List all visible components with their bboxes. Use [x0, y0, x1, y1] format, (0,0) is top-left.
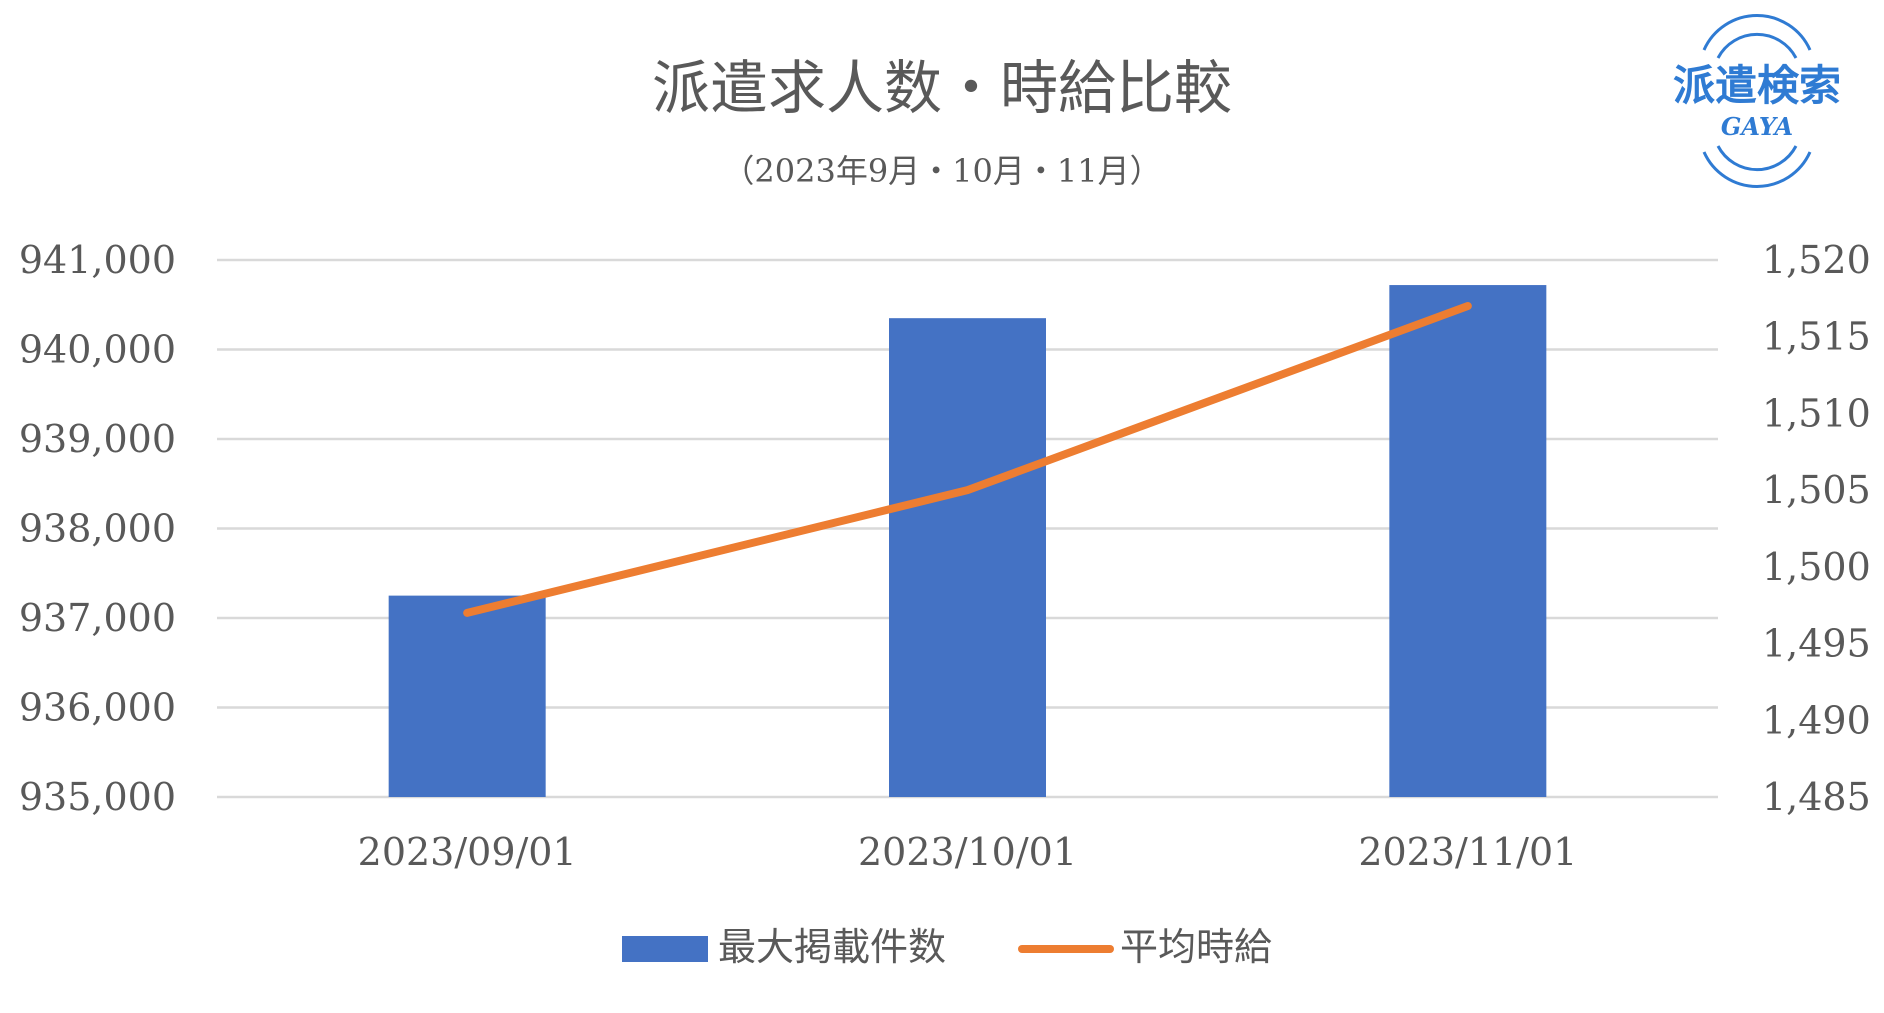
right-tick-label: 1,510: [1762, 391, 1871, 435]
chart-title: 派遣求人数・時給比較: [652, 54, 1232, 122]
right-tick-label: 1,505: [1762, 468, 1871, 512]
left-tick-label: 936,000: [19, 686, 176, 730]
gaya-logo: 派遣検索 GAYA: [1673, 14, 1841, 188]
right-tick-label: 1,500: [1762, 545, 1871, 589]
left-tick-label: 935,000: [19, 775, 176, 819]
logo-text-top: 派遣検索: [1673, 61, 1841, 110]
legend-label-line: 平均時給: [1120, 925, 1272, 969]
logo-arc-top: [1702, 14, 1812, 51]
right-tick-label: 1,495: [1762, 622, 1871, 666]
right-tick-label: 1,520: [1762, 238, 1871, 282]
legend-label-bar: 最大掲載件数: [718, 925, 946, 969]
logo-arc-top-inner: [1716, 32, 1798, 59]
line-series-path: [463, 302, 1472, 617]
bar: [889, 318, 1046, 797]
chart-subtitle: （2023年9月・10月・11月）: [722, 152, 1161, 190]
bars: [388, 285, 1547, 797]
right-axis-ticks: 1,485 1,490 1,495 1,500 1,505 1,510 1,515 1,520: [1762, 238, 1871, 819]
left-tick-label: 941,000: [19, 238, 176, 282]
x-tick-label: 2023/11/01: [1358, 830, 1577, 874]
right-tick-label: 1,515: [1762, 315, 1871, 359]
logo-arc-bottom-inner: [1716, 145, 1798, 172]
right-tick-label: 1,485: [1762, 775, 1871, 819]
left-tick-label: 938,000: [19, 507, 176, 551]
x-tick-label: 2023/09/01: [358, 830, 577, 874]
logo-arc-bottom: [1702, 151, 1812, 188]
left-tick-label: 939,000: [19, 417, 176, 461]
bar: [388, 595, 546, 797]
line-series: [463, 302, 1472, 617]
x-axis-ticks: 2023/09/01 2023/10/01 2023/11/01: [358, 830, 1578, 874]
left-axis-ticks: 935,000 936,000 937,000 938,000 939,000 940,0…: [19, 238, 176, 819]
bar: [1389, 285, 1547, 797]
legend: 最大掲載件数 平均時給: [622, 925, 1272, 969]
right-tick-label: 1,490: [1762, 698, 1871, 742]
left-tick-label: 940,000: [19, 328, 176, 372]
left-tick-label: 937,000: [19, 596, 176, 640]
legend-swatch-bar: [622, 936, 708, 962]
logo-text-bottom: GAYA: [1721, 112, 1793, 141]
x-tick-label: 2023/10/01: [858, 830, 1077, 874]
